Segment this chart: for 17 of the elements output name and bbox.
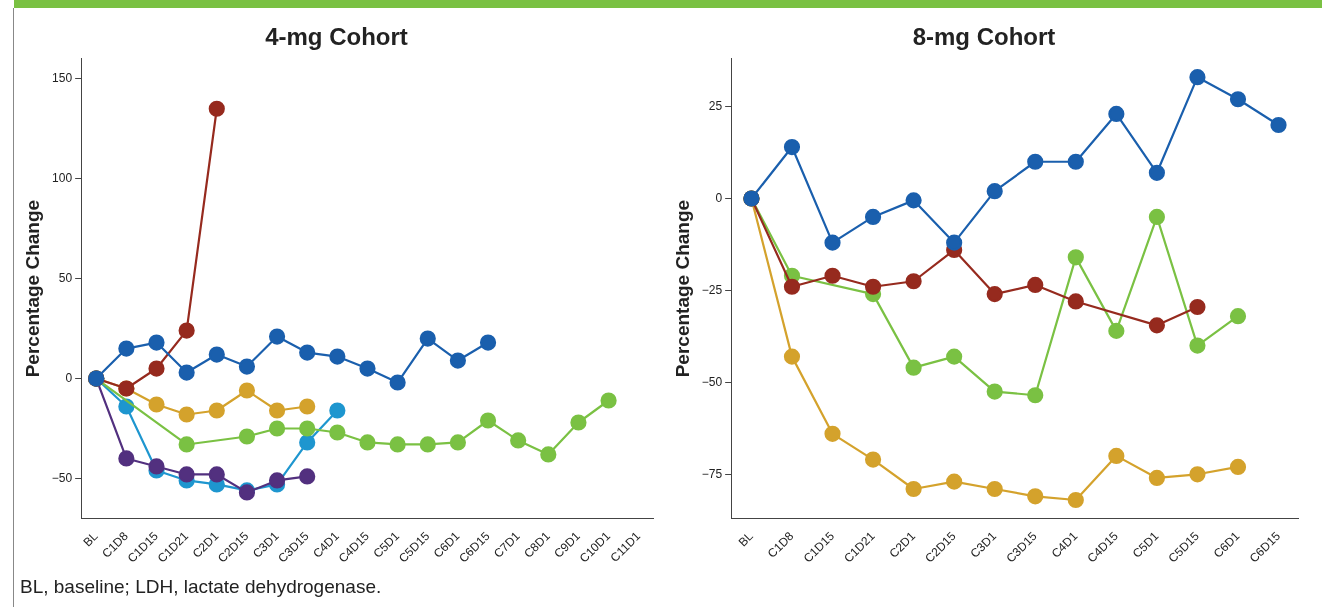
chart-title: 8-mg Cohort: [912, 23, 1056, 51]
text: BL, baseline; LDH, lactate dehydrogenase.: [20, 576, 382, 598]
y-tick-label: 0: [715, 190, 723, 205]
y-axis-title: Percentage Change: [671, 199, 693, 378]
chart-title: 4-mg Cohort: [265, 23, 408, 51]
y-tick-label: −50: [51, 470, 73, 485]
y-tick-label: 25: [708, 98, 723, 113]
y-tick-label: 50: [58, 270, 73, 285]
y-tick-label: 150: [52, 71, 73, 86]
y-tick-label: 0: [65, 370, 73, 385]
x-tick-label: BL: [80, 528, 101, 550]
y-axis-title: Percentage Change: [21, 199, 43, 378]
y-tick-label: −25: [701, 282, 723, 297]
y-tick-label: −50: [701, 374, 723, 389]
y-tick-label: −75: [701, 466, 723, 481]
x-tick-label: BL: [735, 528, 757, 550]
y-tick-label: 100: [52, 171, 73, 186]
